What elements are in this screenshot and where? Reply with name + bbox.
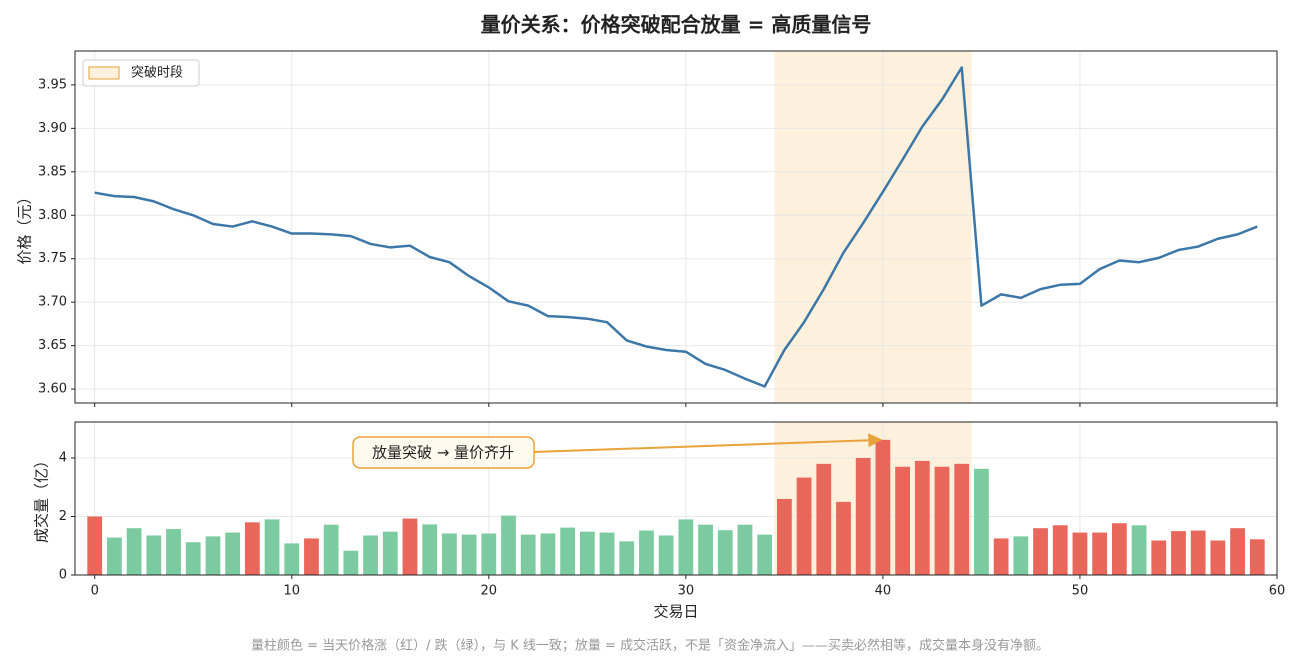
volume-bar — [363, 535, 378, 575]
y-axis-label: 价格（元） — [16, 189, 34, 264]
volume-bar — [737, 524, 753, 575]
volume-bar — [382, 531, 398, 575]
volume-bar — [166, 529, 181, 575]
volume-bar — [461, 534, 477, 575]
volume-bar — [422, 524, 438, 575]
volume-bar — [1210, 540, 1226, 575]
volume-bar — [1072, 532, 1088, 575]
volume-bar — [579, 531, 595, 575]
y-tick-label: 3.85 — [38, 164, 67, 179]
y-tick-label: 0 — [59, 568, 67, 583]
volume-bar — [185, 542, 201, 575]
volume-bar — [501, 515, 516, 575]
legend-swatch — [88, 66, 120, 80]
y-tick-label: 4 — [59, 450, 67, 465]
y-axis-label: 成交量（亿） — [33, 453, 51, 543]
volume-bar — [146, 535, 162, 575]
volume-bar — [520, 534, 536, 575]
volume-bar — [107, 537, 122, 575]
volume-bar — [540, 533, 556, 575]
volume-bar — [993, 538, 1009, 575]
volume-bar — [914, 460, 930, 575]
x-tick-label: 10 — [283, 584, 300, 599]
volume-bar — [1151, 540, 1167, 575]
volume-bar — [776, 498, 792, 575]
volume-bar — [560, 527, 576, 575]
volume-bar — [757, 534, 773, 575]
x-tick-label: 60 — [1269, 584, 1286, 599]
volume-bar — [1013, 536, 1029, 575]
highlight-span — [774, 51, 972, 403]
volume-bar — [304, 538, 319, 575]
volume-bar — [1230, 528, 1245, 575]
volume-bar — [1033, 528, 1048, 575]
y-tick-label: 3.60 — [38, 382, 67, 397]
x-tick-label: 20 — [481, 584, 498, 599]
volume-bar — [895, 466, 910, 575]
plot-frame — [74, 50, 1278, 404]
volume-bar — [225, 532, 241, 575]
legend-label: 突破时段 — [131, 65, 183, 81]
annotation-box — [352, 436, 535, 469]
x-tick-label: 30 — [678, 584, 695, 599]
volume-bar — [619, 541, 635, 575]
volume-bar — [264, 519, 280, 575]
volume-bar — [1092, 532, 1108, 575]
footnote: 量柱颜色 = 当天价格涨（红）/ 跌（绿），与 K 线一致；放量 = 成交活跃，… — [251, 638, 1049, 654]
volume-bar — [836, 501, 851, 575]
volume-bar — [442, 533, 457, 575]
volume-bar — [796, 477, 812, 575]
y-tick-label: 2 — [59, 509, 67, 524]
volume-bar — [87, 516, 103, 575]
volume-bar — [244, 522, 260, 575]
volume-bar — [1171, 531, 1186, 575]
volume-bar — [974, 468, 989, 575]
volume-bar — [934, 466, 950, 575]
volume-bar — [678, 519, 694, 575]
y-tick-label: 3.80 — [38, 208, 67, 223]
y-tick-label: 3.90 — [38, 121, 67, 136]
annotation-arrow — [533, 433, 883, 453]
price-line — [94, 66, 1258, 388]
volume-bar — [658, 535, 674, 575]
volume-bar — [284, 543, 300, 575]
volume-bar — [599, 532, 615, 575]
plot-frame — [74, 421, 1278, 576]
y-tick-label: 3.75 — [38, 251, 67, 266]
chart-title: 量价关系：价格突破配合放量 = 高质量信号 — [481, 13, 872, 37]
volume-bar — [698, 524, 713, 575]
annotation-text: 放量突破 → 量价齐升 — [372, 444, 514, 462]
volume-bar — [1190, 530, 1206, 575]
volume-bar — [875, 439, 891, 575]
volume-bar — [343, 550, 359, 575]
y-tick-label: 3.95 — [38, 77, 67, 92]
volume-bar — [1249, 539, 1265, 575]
volume-bar — [1131, 525, 1147, 575]
x-axis-label: 交易日 — [653, 603, 698, 621]
y-tick-label: 3.65 — [38, 338, 67, 353]
x-tick-label: 0 — [91, 584, 99, 599]
x-tick-label: 40 — [875, 584, 892, 599]
volume-bar — [954, 463, 970, 575]
volume-bar — [639, 530, 654, 575]
volume-bar — [481, 533, 497, 575]
volume-bar — [816, 463, 832, 575]
volume-bar — [402, 518, 418, 575]
volume-bar — [717, 530, 733, 575]
volume-bar — [855, 457, 871, 575]
volume-bar — [205, 536, 221, 575]
volume-bar — [1052, 525, 1068, 575]
volume-bar — [323, 524, 339, 575]
y-tick-label: 3.70 — [38, 295, 67, 310]
volume-bar — [1111, 523, 1127, 575]
x-tick-label: 50 — [1072, 584, 1089, 599]
volume-bar — [126, 528, 142, 575]
